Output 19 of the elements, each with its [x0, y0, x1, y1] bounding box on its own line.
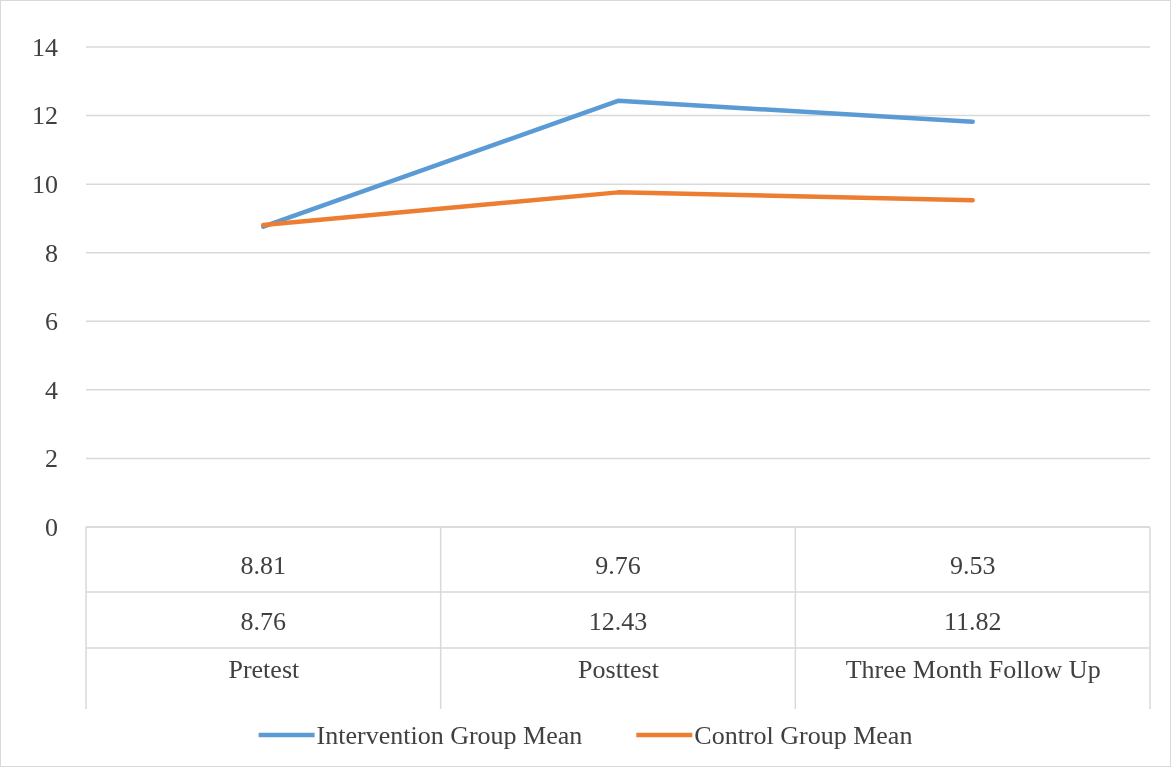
data-label: 8.76 — [240, 607, 287, 636]
legend-label: Intervention Group Mean — [316, 721, 583, 750]
y-tick-label: 2 — [45, 444, 58, 474]
y-tick-label: 10 — [32, 169, 58, 199]
y-tick-label: 0 — [45, 512, 58, 542]
y-tick-label: 14 — [32, 32, 58, 62]
y-tick-label: 6 — [45, 307, 58, 337]
y-tick-label: 4 — [45, 375, 58, 405]
data-label: 11.82 — [943, 607, 1002, 636]
y-tick-label: 8 — [45, 238, 58, 268]
x-tick-label: Posttest — [578, 655, 660, 685]
y-tick-label: 12 — [32, 101, 58, 131]
x-tick-label: Three Month Follow Up — [845, 655, 1101, 685]
data-label: 9.76 — [595, 551, 641, 580]
x-tick-label: Pretest — [228, 655, 300, 685]
data-label: 8.81 — [240, 551, 287, 580]
legend-label: Control Group Mean — [694, 721, 913, 750]
data-label: 9.53 — [949, 551, 996, 580]
data-label: 12.43 — [588, 607, 648, 636]
